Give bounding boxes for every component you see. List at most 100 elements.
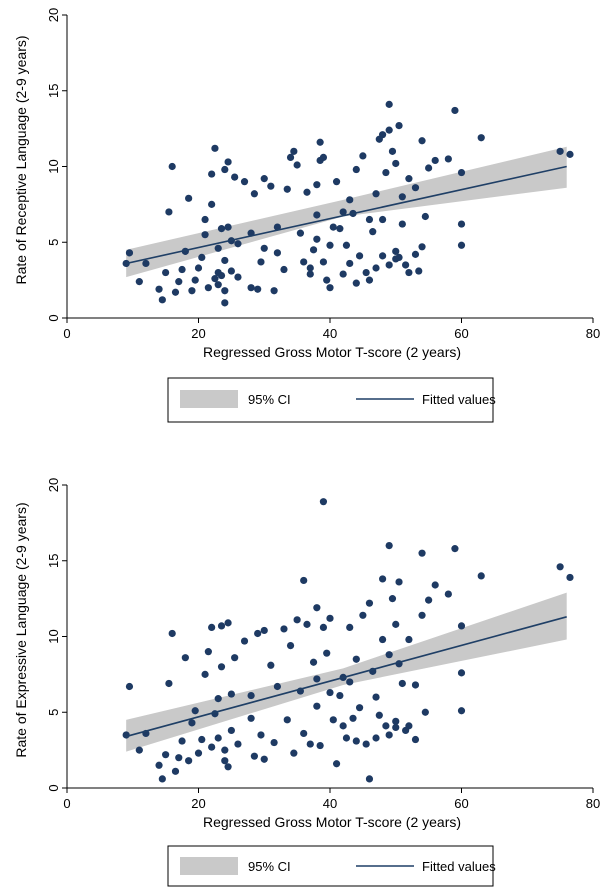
data-point [336,691,344,700]
data-point [451,106,459,115]
data-point [379,635,387,644]
data-point [398,193,406,201]
y-axis-title-group: Rate of Receptive Language (2-9 years) [13,35,29,284]
data-point [477,134,485,142]
data-point [135,278,143,286]
data-point [300,258,308,266]
data-point [171,288,180,296]
data-point [250,190,258,198]
data-point [125,249,134,257]
y-tick-label: 0 [46,784,61,791]
data-point [332,760,341,768]
y-axis-title-group: Rate of Expressive Language (2-9 years) [13,502,29,757]
data-point [142,259,150,268]
data-point [260,626,268,635]
data-point [224,158,232,166]
data-point [388,595,397,603]
data-point [392,717,400,725]
data-point [339,208,347,216]
data-point [405,635,413,644]
data-point [319,153,328,162]
data-point [234,740,242,748]
legend-ci-swatch [180,390,238,408]
data-point [257,731,265,739]
data-point [385,261,393,269]
data-point [185,757,193,765]
data-point [352,165,360,174]
data-point [224,223,232,231]
data-point [194,749,203,757]
data-point [365,276,374,284]
data-point [224,619,232,627]
data-point [392,159,400,168]
data-point [201,231,209,239]
data-point [326,688,334,697]
data-point [178,265,186,274]
data-point [365,775,374,783]
data-point [204,648,212,656]
x-tick-label: 80 [586,326,600,341]
data-point [411,184,420,192]
y-axis-title: Rate of Receptive Language (2-9 years) [13,35,29,284]
data-point [444,590,452,598]
data-point [286,153,295,162]
data-point [385,542,393,550]
data-point [194,264,203,272]
data-point [329,223,337,231]
data-point [342,241,351,249]
data-point [405,268,413,277]
data-point [392,247,400,255]
data-point [227,267,235,275]
data-point [326,614,334,622]
y-tick-label: 20 [46,478,61,492]
x-tick-label: 40 [323,326,337,341]
data-point [556,563,564,571]
data-point [214,281,222,289]
data-point [457,220,466,228]
data-point [418,549,426,557]
data-point [162,751,170,759]
x-axis-title: Regressed Gross Motor T-score (2 years) [203,344,461,360]
data-point [254,629,262,638]
plot-area: 0 5 10 15 20 0 20 40 60 80 [46,478,600,811]
data-point [421,212,429,221]
data-point [300,729,308,738]
data-point [260,175,268,183]
y-tick-label: 10 [46,629,61,643]
data-point [457,241,466,249]
data-point [385,731,393,739]
data-point [323,276,331,284]
data-point [415,267,423,275]
y-tick-label: 15 [46,554,61,568]
data-point [273,223,281,231]
data-point [185,194,193,202]
receptive-language-chart: Rate of Receptive Language (2-9 years) R… [13,8,600,423]
plot-area: 0 5 10 15 20 0 20 40 60 80 [46,8,600,341]
data-point [214,695,222,703]
data-point [217,271,226,280]
data-point [188,287,196,295]
data-point [175,754,183,762]
data-point [214,734,222,742]
x-tick-label: 60 [454,326,468,341]
data-point [221,256,229,265]
data-point [313,604,321,612]
data-point [477,572,485,580]
data-point [425,164,433,172]
data-point [175,278,183,286]
data-point [457,669,466,677]
data-point [296,229,305,237]
data-point [395,121,403,130]
data-point [257,258,265,266]
data-point [168,629,176,638]
y-tick-label: 10 [46,159,61,173]
data-point [267,182,275,190]
data-point [240,637,249,645]
data-point [372,734,380,742]
data-point [155,285,163,293]
legend: 95% CI Fitted values [167,845,496,887]
data-point [283,185,291,193]
data-point [379,252,387,260]
x-tick-label: 20 [191,796,205,811]
fitted-line [126,165,567,265]
